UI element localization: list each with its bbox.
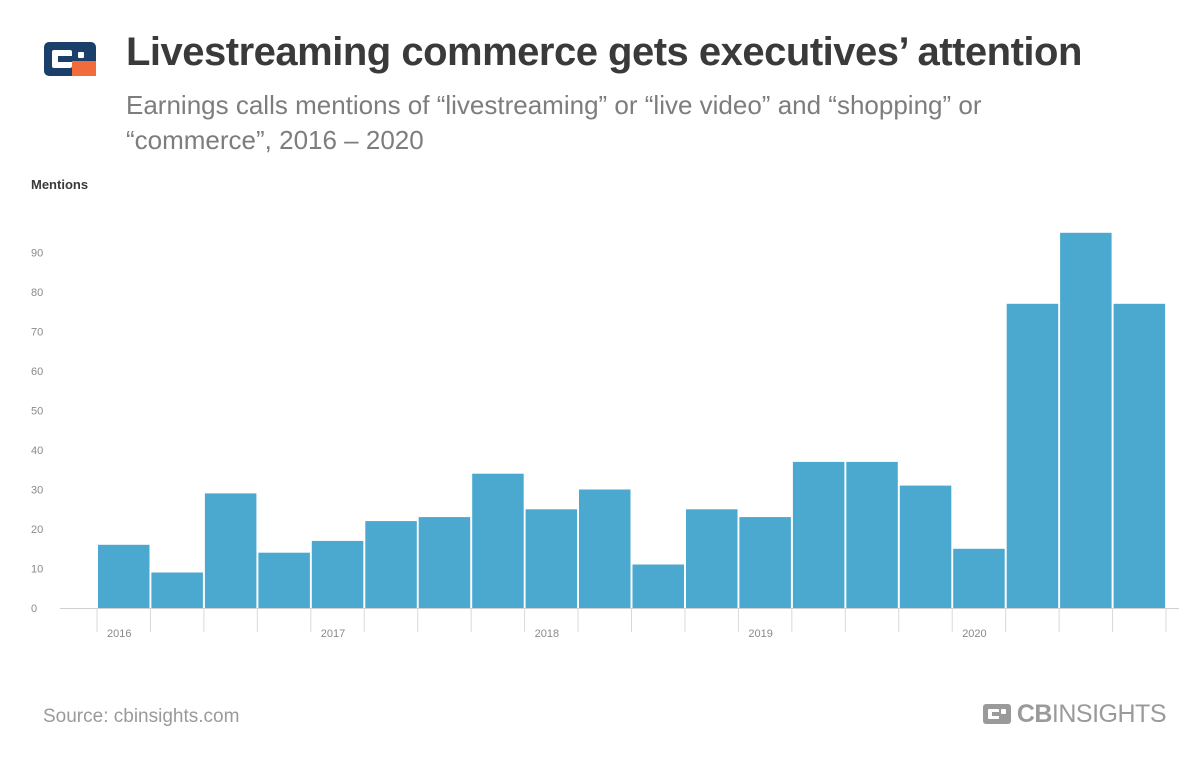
bar: 2020 Q2: 77	[1006, 303, 1059, 608]
y-tick-label: 10	[31, 564, 43, 576]
y-tick-label: 30	[31, 485, 43, 497]
source-note: Source: cbinsights.com	[43, 706, 240, 727]
bar: 2019 Q3: 37	[846, 461, 898, 609]
y-tick-label: 50	[31, 406, 43, 418]
chart-subtitle: Earnings calls mentions of “livestreamin…	[126, 90, 982, 155]
bar: 2018 Q3: 11	[632, 564, 684, 608]
brand-bold: CB	[1016, 699, 1053, 728]
bar: 2020 Q4: 77	[1113, 303, 1166, 608]
x-tick-label: 2018	[535, 628, 559, 640]
y-tick-label: 40	[31, 445, 43, 457]
bar: 2017 Q1: 17	[311, 540, 364, 609]
bar: 2016 Q3: 29	[204, 493, 257, 608]
cb-insights-logo-icon	[44, 42, 96, 76]
bar: 2016 Q4: 14	[258, 552, 310, 608]
x-tick-label: 2017	[321, 628, 345, 640]
y-tick-label: 0	[31, 603, 37, 615]
y-tick-label: 60	[31, 366, 43, 378]
y-tick-label: 80	[31, 287, 43, 299]
x-tick-label: 2020	[962, 628, 986, 640]
y-axis-label: Mentions	[31, 177, 89, 192]
bar: 2018 Q2: 30	[579, 489, 631, 608]
x-axis: 2016 2017 2018 2019 2020	[60, 608, 1179, 640]
bar: 2017 Q3: 23	[418, 517, 471, 608]
bar: 2018 Q4: 25	[686, 509, 738, 609]
cb-insights-brand: CBINSIGHTS	[982, 699, 1167, 729]
bar: 2020 Q3: 95	[1060, 232, 1112, 609]
brand-light: INSIGHTS	[1051, 699, 1167, 728]
bar: 2017 Q4: 34	[472, 473, 524, 608]
bar: 2019 Q2: 37	[792, 461, 845, 609]
brand-wordmark: CBINSIGHTS	[1016, 699, 1167, 729]
x-tick-label: 2019	[748, 628, 772, 640]
bar: 2019 Q4: 31	[899, 485, 952, 609]
y-axis-ticks: 0 10 20 30 40 50 60 70 80 90	[31, 248, 43, 616]
y-tick-label: 70	[31, 327, 43, 339]
bar: 2019 Q1: 23	[739, 517, 791, 608]
cb-insights-mark-icon	[982, 704, 1011, 724]
y-tick-label: 90	[31, 248, 43, 260]
bars: 2016 Q1: 162016 Q2: 92016 Q3: 292016 Q4:…	[98, 232, 1166, 609]
bar: 2018 Q1: 25	[525, 509, 578, 609]
x-tick-label: 2016	[107, 628, 131, 640]
chart-title: Livestreaming commerce gets executives’ …	[126, 30, 1082, 74]
bar: 2016 Q2: 9	[151, 572, 203, 609]
bar: 2016 Q1: 16	[98, 544, 150, 608]
y-tick-label: 20	[31, 524, 43, 536]
bar: 2017 Q2: 22	[365, 521, 417, 608]
bar: 2020 Q1: 15	[953, 548, 1005, 609]
